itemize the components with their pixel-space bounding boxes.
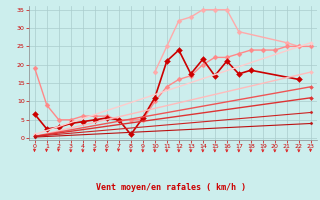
Text: Vent moyen/en rafales ( km/h ): Vent moyen/en rafales ( km/h ) xyxy=(96,183,246,192)
